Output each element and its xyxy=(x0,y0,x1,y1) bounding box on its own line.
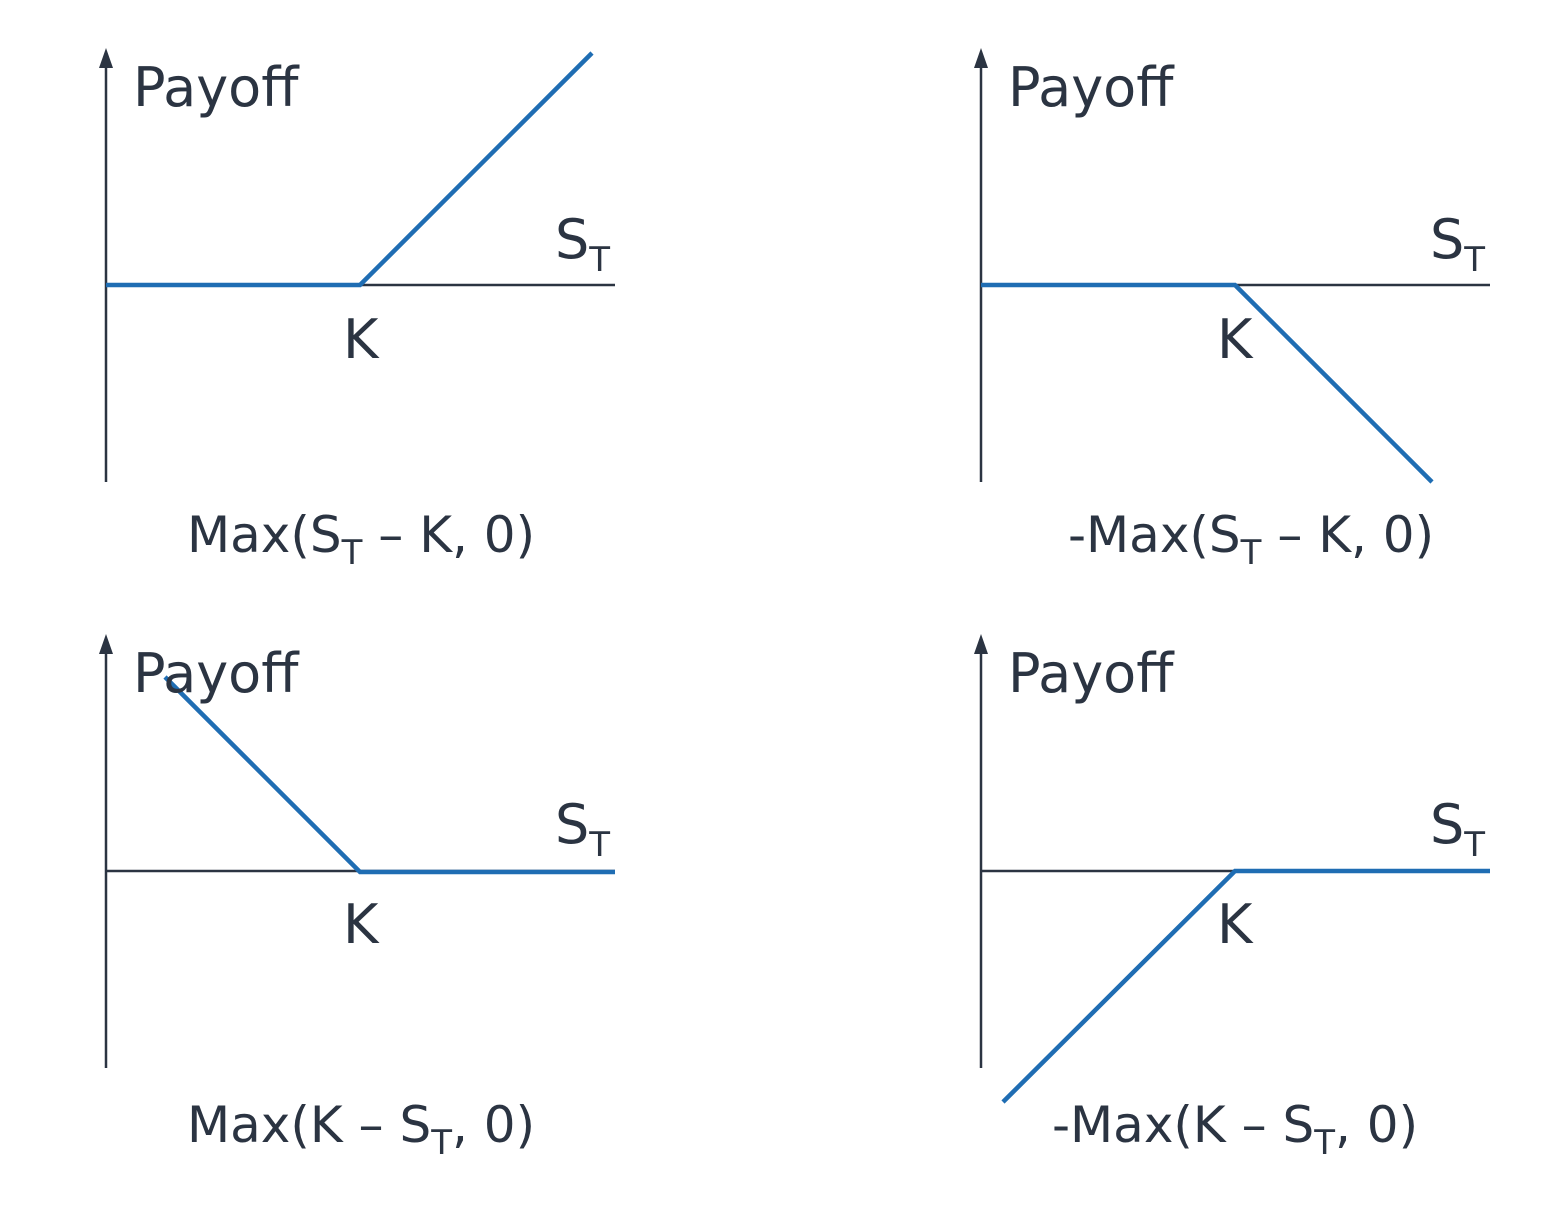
panel-long-call: Payoff ST K Max(ST – K, 0) xyxy=(99,48,615,573)
strike-label: K xyxy=(1217,308,1254,371)
panel-long-put: Payoff ST K Max(K – ST, 0) xyxy=(99,634,615,1163)
y-axis-label: Payoff xyxy=(1008,642,1175,705)
x-axis-label: ST xyxy=(1430,793,1485,865)
panel-short-call: Payoff ST K -Max(ST – K, 0) xyxy=(974,48,1490,573)
x-axis-label: ST xyxy=(555,793,610,865)
y-axis-label: Payoff xyxy=(133,642,300,705)
strike-label: K xyxy=(1217,893,1254,956)
payoff-formula: Max(K – ST, 0) xyxy=(187,1096,535,1163)
payoff-formula: -Max(K – ST, 0) xyxy=(1052,1096,1418,1163)
strike-label: K xyxy=(343,308,380,371)
payoff-line xyxy=(981,282,1434,484)
y-axis-arrow-icon xyxy=(99,634,113,654)
payoff-formula: -Max(ST – K, 0) xyxy=(1068,506,1434,573)
y-axis-label: Payoff xyxy=(1008,56,1175,119)
payoff-line xyxy=(163,675,615,875)
payoff-formula: Max(ST – K, 0) xyxy=(187,506,535,573)
y-axis-arrow-icon xyxy=(974,48,988,68)
x-axis-label: ST xyxy=(1430,208,1485,280)
x-axis-label: ST xyxy=(555,208,610,280)
panel-short-put: Payoff ST K -Max(K – ST, 0) xyxy=(974,634,1490,1163)
y-axis-label: Payoff xyxy=(133,56,300,119)
payoff-line xyxy=(1001,868,1490,1104)
y-axis-arrow-icon xyxy=(99,48,113,68)
strike-label: K xyxy=(343,893,380,956)
y-axis-arrow-icon xyxy=(974,634,988,654)
payoff-line xyxy=(106,51,594,288)
